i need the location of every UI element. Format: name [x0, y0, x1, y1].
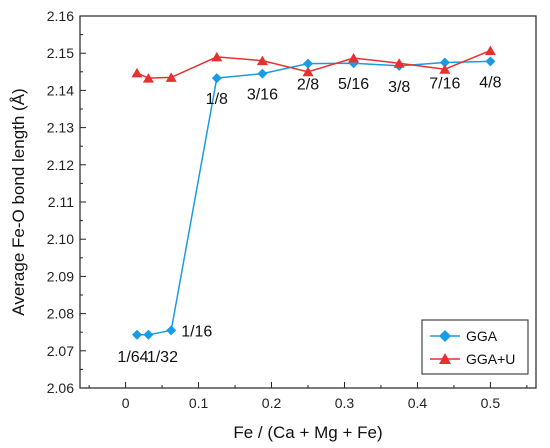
y-tick-label: 2.06	[47, 380, 74, 396]
data-point	[143, 329, 154, 340]
y-tick-label: 2.10	[47, 231, 74, 247]
y-tick-label: 2.16	[47, 8, 74, 24]
x-tick-label: 0	[122, 395, 130, 411]
legend-label-gga: GGA	[466, 328, 498, 344]
point-label: 2/8	[297, 77, 319, 94]
data-point	[256, 55, 268, 66]
data-point	[132, 329, 142, 340]
legend-box	[421, 319, 529, 375]
data-point	[439, 57, 450, 68]
series-layer	[131, 45, 496, 340]
data-point	[485, 56, 496, 67]
y-tick-label: 2.11	[48, 194, 74, 210]
series-gga-u	[131, 45, 496, 83]
data-point	[302, 66, 314, 77]
data-point	[393, 58, 405, 68]
y-tick-label: 2.12	[47, 157, 74, 173]
point-label: 3/8	[388, 79, 410, 96]
annotation-layer: 1/641/321/16 1/8 3/16 2/8 5/16 3/8 7/16 4/8	[117, 74, 501, 365]
series-gga	[132, 56, 496, 340]
x-tick-label: 0.1	[189, 395, 209, 411]
data-point	[484, 45, 496, 56]
series-line	[137, 60, 491, 336]
point-label: 1/64	[117, 349, 148, 366]
y-tick-label: 2.14	[47, 82, 74, 98]
series-line	[136, 49, 491, 79]
point-label: 1/8	[206, 91, 228, 108]
data-point	[131, 67, 143, 78]
data-point	[211, 73, 222, 84]
x-tick-label: 0.2	[262, 395, 282, 411]
point-label: 1/16	[181, 323, 212, 340]
legend: GGA GGA+U	[421, 319, 529, 375]
point-label: 1/32	[147, 349, 178, 366]
data-point	[142, 73, 154, 83]
data-point	[257, 68, 268, 79]
data-point	[303, 58, 313, 69]
point-label: 5/16	[338, 76, 369, 93]
data-point	[166, 325, 177, 336]
data-point	[165, 72, 177, 82]
x-tick-label: 0.4	[408, 395, 428, 411]
point-label: 7/16	[429, 76, 460, 93]
axis-ticks: 0 0.1 0.2 0.3 0.4 0.5 2.06 2.07 2.08 2.09 2.10 2.11…	[47, 8, 528, 411]
x-tick-label: 0.5	[481, 395, 501, 411]
data-point	[211, 51, 223, 62]
data-point	[348, 53, 360, 63]
point-label: 3/16	[247, 87, 278, 104]
y-tick-label: 2.07	[47, 343, 74, 359]
legend-marker-ggau	[439, 353, 451, 364]
y-axis-title: Average Fe-O bond length (Å)	[9, 88, 28, 315]
y-tick-label: 2.09	[47, 268, 74, 284]
x-axis-title: Fe / (Ca + Mg + Fe)	[233, 423, 382, 442]
y-tick-label: 2.08	[47, 306, 74, 322]
legend-label-ggau: GGA+U	[466, 351, 515, 367]
legend-marker-gga	[439, 330, 451, 342]
x-tick-label: 0.3	[335, 395, 355, 411]
point-label: 4/8	[479, 74, 501, 91]
data-point	[439, 64, 451, 74]
y-tick-label: 2.13	[47, 120, 74, 136]
y-tick-label: 2.15	[47, 45, 74, 61]
